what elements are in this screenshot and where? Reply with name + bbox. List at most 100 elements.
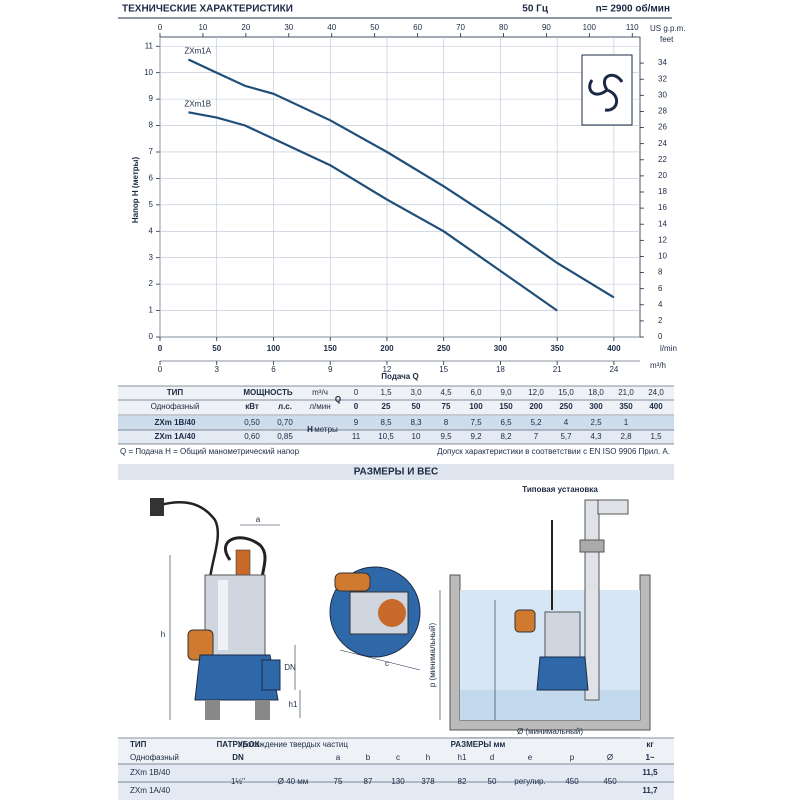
- q-cell: 0: [354, 402, 359, 411]
- q-cell: 400: [649, 402, 663, 411]
- h-cell: 1: [624, 418, 629, 427]
- dim-col: d: [490, 753, 494, 762]
- dim-label: h1: [289, 700, 298, 709]
- model-cell: ZXm 1A/40: [155, 432, 196, 441]
- unit-cell: л/мин: [309, 402, 330, 411]
- y2-tick-label: 4: [658, 300, 663, 309]
- y-tick-label: 1: [149, 306, 154, 315]
- dim-col: Ø: [607, 753, 613, 762]
- x3-tick-label: 24: [609, 365, 618, 374]
- dim-col: b: [366, 753, 371, 762]
- power-cell: 0,50: [244, 418, 260, 427]
- x2-tick-label: 80: [499, 23, 508, 32]
- page-title: ТЕХНИЧЕСКИЕ ХАРАКТЕРИСТИКИ: [122, 4, 293, 15]
- power-cell: 0,70: [277, 418, 293, 427]
- x3-tick-label: 0: [158, 365, 163, 374]
- y-tick-label: 7: [149, 147, 154, 156]
- y-tick-label: 9: [149, 94, 154, 103]
- solids-cell: Ø 40 мм: [278, 777, 309, 786]
- x2-tick-label: 20: [241, 23, 250, 32]
- dim-cell: регулир.: [514, 777, 545, 786]
- dim-label: c: [385, 659, 389, 668]
- y2-tick-label: 32: [658, 74, 667, 83]
- x2-tick-label: 90: [542, 23, 551, 32]
- plot-frame: [159, 36, 641, 338]
- x3-tick-label: 21: [553, 365, 562, 374]
- curve: [188, 111, 558, 312]
- dim-cell: 450: [565, 777, 579, 786]
- performance-table: ТИП МОЩНОСТЬ Однофазный кВт л.с. m³/ч л/мин Q H м…: [118, 385, 674, 445]
- x-unit: l/min: [660, 344, 677, 353]
- header-cell: МОЩНОСТЬ: [243, 388, 293, 397]
- dim-label: DN: [284, 663, 296, 672]
- x-tick-label: 200: [380, 344, 394, 353]
- x3-tick-label: 9: [328, 365, 333, 374]
- model-cell: ZXm 1B/40: [130, 768, 171, 777]
- header-cell: ПАТРУБОК: [216, 740, 259, 749]
- y-tick-label: 3: [149, 253, 154, 262]
- q-cell: 1,5: [380, 388, 392, 397]
- header-cell: DN: [232, 753, 244, 762]
- x2-tick-label: 40: [327, 23, 336, 32]
- x-tick-label: 350: [550, 344, 564, 353]
- q-cell: 300: [589, 402, 603, 411]
- h-cell: 9: [354, 418, 359, 427]
- q-cell: 24,0: [648, 388, 664, 397]
- h-cell: 9,5: [440, 432, 452, 441]
- header-cell: Однофазный: [130, 753, 179, 762]
- x-tick-label: 250: [437, 344, 451, 353]
- kg-cell: 11,7: [642, 786, 658, 795]
- header-cell: РАЗМЕРЫ мм: [451, 740, 506, 749]
- q-cell: 250: [559, 402, 573, 411]
- y2-tick-label: 22: [658, 155, 667, 164]
- speed: n= 2900 об/мин: [596, 3, 670, 15]
- y2-tick-label: 6: [658, 284, 663, 293]
- q-label: Q: [335, 395, 341, 404]
- y2-tick-label: 20: [658, 171, 667, 180]
- dim-cell: 82: [458, 777, 467, 786]
- h-cell: 11: [352, 432, 361, 441]
- power-cell: 0,85: [277, 432, 293, 441]
- row-bg: [118, 416, 674, 430]
- q-cell: 6,0: [470, 388, 482, 397]
- x2-tick-label: 70: [456, 23, 465, 32]
- y2-tick-label: 14: [658, 219, 667, 228]
- dim-cell: 378: [421, 777, 435, 786]
- dim-col: p: [570, 753, 575, 762]
- y-tick-label: 2: [149, 279, 154, 288]
- q-cell: 50: [412, 402, 421, 411]
- q-cell: 100: [469, 402, 483, 411]
- x-tick-label: 150: [324, 344, 338, 353]
- curve: [187, 58, 615, 299]
- unit-cell: метры: [314, 425, 338, 434]
- y-tick-label: 10: [144, 68, 153, 77]
- q-cell: 75: [442, 402, 451, 411]
- dim-col: h1: [458, 753, 467, 762]
- y2-tick-label: 28: [658, 107, 667, 116]
- h-cell: 2,8: [620, 432, 632, 441]
- y-tick-label: 6: [149, 174, 154, 183]
- dim-col: a: [336, 753, 341, 762]
- install-label: Типовая установка: [522, 485, 598, 494]
- y2-unit: feet: [660, 35, 674, 44]
- x2-tick-label: 110: [626, 23, 639, 32]
- x2-tick-label: 50: [370, 23, 379, 32]
- x-tick-label: 50: [212, 344, 221, 353]
- q-cell: 150: [499, 402, 513, 411]
- x2-tick-label: 10: [198, 23, 207, 32]
- x2-tick-label: 60: [413, 23, 422, 32]
- chart: 0123456789101102468101214161820222426283…: [144, 23, 667, 374]
- dim-col: e: [528, 753, 533, 762]
- dim-col: h: [426, 753, 430, 762]
- h-cell: 10: [412, 432, 421, 441]
- q-cell: 18,0: [588, 388, 604, 397]
- pump-side-view: [150, 498, 301, 720]
- x2-tick-label: 100: [583, 23, 597, 32]
- model-cell: ZXm 1B/40: [155, 418, 196, 427]
- y2-tick-label: 34: [658, 58, 667, 67]
- q-cell: 0: [354, 388, 359, 397]
- header-cell: кг: [646, 740, 654, 749]
- x2-unit: US g.p.m.: [650, 24, 686, 33]
- h-cell: 4,3: [590, 432, 602, 441]
- dim-label: h: [161, 630, 165, 639]
